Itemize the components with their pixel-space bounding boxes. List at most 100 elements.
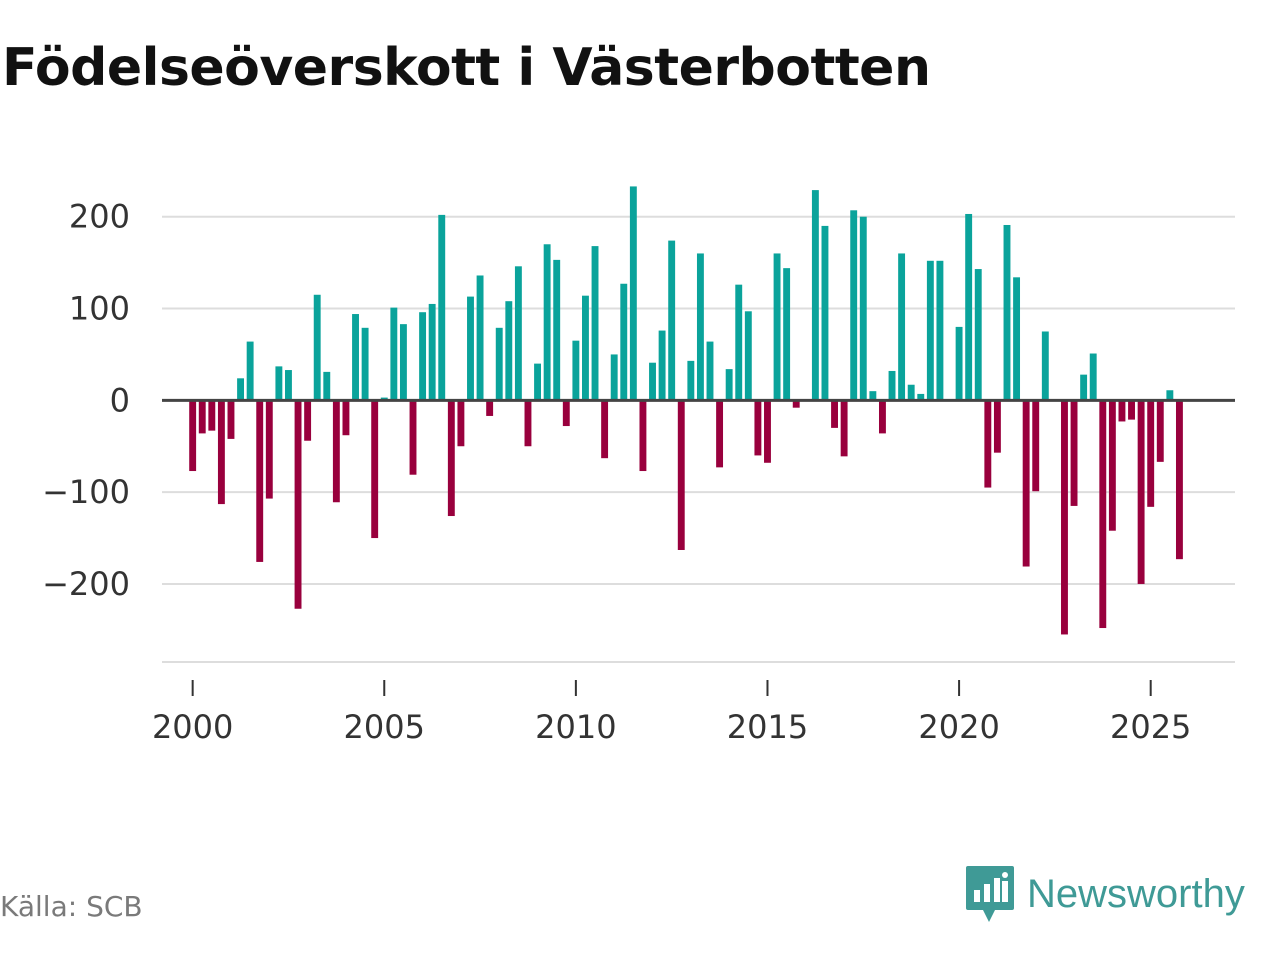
bar [888, 370, 896, 401]
bar [1156, 400, 1164, 462]
y-tick-label: 0 [110, 381, 130, 419]
bar [476, 275, 484, 401]
bar [323, 371, 331, 401]
bar [764, 400, 771, 463]
bar [275, 366, 283, 401]
brand-name: Newsworthy [1027, 871, 1245, 916]
bar [917, 393, 925, 401]
bar [428, 303, 436, 401]
axis-layer: −200 −100 0 100 200 2000 2005 2010 2015 2020 2025 [42, 198, 1235, 746]
bar [1137, 400, 1145, 584]
bar-chart: −200 −100 0 100 200 2000 2005 2010 2015 2020 2025 [42, 186, 1235, 746]
bar [514, 266, 522, 401]
bar [783, 268, 791, 401]
bar [1166, 390, 1174, 401]
bar [1108, 400, 1116, 531]
bar [582, 295, 589, 401]
bar [1080, 374, 1088, 401]
bar [1147, 400, 1155, 507]
x-tick-label: 2000 [152, 708, 233, 746]
bar [993, 400, 1001, 453]
chart-title: Födelseöverskott i Västerbotten [2, 38, 931, 98]
bar [649, 362, 656, 401]
source-label: Källa: SCB [0, 890, 143, 923]
bar [495, 327, 503, 401]
bar [198, 400, 206, 434]
bar [984, 400, 992, 488]
bar [601, 400, 609, 459]
bar [696, 253, 704, 401]
bar [505, 301, 513, 401]
bar [811, 190, 819, 401]
bar [658, 330, 666, 401]
bar [716, 400, 724, 468]
y-tick-label: 100 [69, 290, 130, 328]
bar [342, 400, 350, 436]
bar [754, 400, 762, 456]
bar [467, 296, 474, 401]
bar [361, 327, 369, 401]
bar [965, 213, 973, 401]
bar [572, 340, 580, 401]
bar [668, 240, 676, 401]
bar [447, 400, 455, 517]
bar [1070, 400, 1078, 506]
x-tick-label: 2005 [344, 708, 425, 746]
bar [208, 400, 216, 431]
bar [735, 284, 743, 401]
brand[interactable]: Newsworthy [965, 862, 1245, 926]
bar [687, 360, 695, 401]
bar [390, 307, 398, 401]
bar [639, 400, 647, 472]
bar [352, 314, 359, 401]
bar [878, 400, 886, 434]
bar [1013, 277, 1021, 401]
bar [543, 244, 551, 401]
bar [246, 341, 254, 401]
bar [265, 400, 273, 499]
bar [534, 363, 541, 401]
x-tick-label: 2020 [918, 708, 999, 746]
bar [725, 369, 733, 401]
bar [1032, 400, 1040, 492]
bar [850, 210, 858, 401]
bar [1003, 224, 1011, 401]
bar [821, 225, 829, 401]
x-tick-label: 2025 [1110, 708, 1191, 746]
bar [840, 400, 848, 457]
bar [955, 326, 963, 401]
bar [1128, 400, 1135, 420]
bar [227, 400, 235, 439]
bar [457, 400, 465, 447]
bar [907, 384, 915, 401]
x-tick-label: 2015 [727, 708, 808, 746]
bar [409, 400, 417, 475]
bar [419, 312, 427, 401]
bar [1089, 353, 1097, 401]
bar [1061, 400, 1068, 635]
bar [926, 260, 934, 401]
bar [792, 400, 800, 408]
bar [304, 400, 312, 441]
bar [553, 259, 561, 401]
bar [706, 341, 714, 401]
bar [610, 354, 618, 401]
bar [831, 400, 838, 428]
bar [1022, 400, 1030, 567]
bar [399, 324, 407, 401]
bar [562, 400, 570, 427]
bar [974, 269, 982, 401]
bar [620, 283, 628, 401]
bar [217, 400, 225, 505]
bar [898, 253, 906, 401]
bar [1118, 400, 1126, 422]
bar [677, 400, 685, 550]
bar [1175, 400, 1183, 560]
bar [859, 216, 867, 401]
bar [1041, 331, 1049, 401]
bar [237, 378, 245, 401]
bar [332, 400, 340, 503]
bar [189, 400, 197, 472]
newsworthy-logo-icon [966, 866, 1014, 922]
bar [285, 370, 292, 401]
